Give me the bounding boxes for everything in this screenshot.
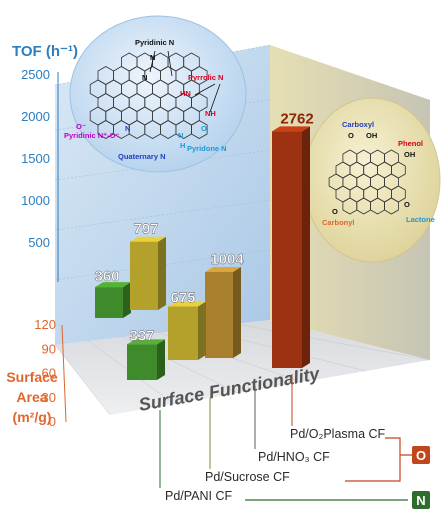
atom-pyrrolic-hn: HN	[180, 89, 191, 98]
atom-pyridinic-n-2: N	[150, 53, 155, 62]
tof-bar	[130, 236, 166, 310]
element-badge-letter: N	[416, 493, 425, 508]
tof-tick-label: 2500	[21, 67, 50, 82]
oxygen-functionality-bubble: Carboxyl Phenol Lactone Carbonyl O OH OH…	[303, 97, 441, 263]
label-lactone: Lactone	[406, 215, 435, 224]
label-carbonyl: Carbonyl	[322, 218, 355, 227]
tof-bar	[205, 266, 241, 358]
atom-quaternary-n: N	[125, 124, 130, 133]
surface-area-value-label: 675	[170, 290, 195, 307]
atom-oxide-o: O⁻	[76, 122, 86, 131]
graphene-flake-icon	[328, 149, 406, 215]
atom-lactone-o: O	[404, 200, 410, 209]
category-label: Pd/PANI CF	[165, 489, 233, 503]
bars: 360 797 1004 2762 337 675	[94, 110, 314, 380]
area-tick-label: 60	[42, 366, 56, 381]
atom-carbonyl-o: O	[332, 207, 338, 216]
surface-area-bar	[168, 301, 206, 360]
tof-tick-label: 500	[28, 235, 50, 250]
element-badge	[412, 491, 430, 509]
graphene-sheet-icon	[89, 52, 208, 139]
label-pyridone-n: Pyridone N	[187, 144, 227, 153]
atom-pyridone-n: N	[178, 131, 183, 140]
label-phenol: Phenol	[398, 139, 423, 148]
tof-bar	[95, 282, 131, 318]
tof-axis-title: TOF (h⁻¹)	[12, 43, 78, 60]
category-label: Pd/HNO₃ CF	[258, 450, 330, 464]
label-pyrrolic-n: Pyrrolic N	[188, 73, 223, 82]
category-legend: Pd/PANI CF Pd/Sucrose CF Pd/HNO₃ CF Pd/O₂Pl…	[159, 374, 430, 509]
tof-tick-label: 1500	[21, 151, 50, 166]
area-tick-label: 90	[42, 341, 56, 356]
atom-pyridone-o: O	[201, 124, 207, 133]
label-carboxyl: Carboxyl	[342, 120, 374, 129]
element-badge	[412, 446, 430, 464]
surface-area-bar	[127, 339, 165, 380]
tof-value-label: 2762	[280, 110, 313, 127]
axes: TOF (h⁻¹) 2500 2000 1500 1000 500 120 90 60 30 0 Su…	[6, 43, 78, 429]
atom-pyrrolic-nh: NH	[205, 109, 216, 118]
label-pyridinic-n-oxide: Pyridinic N⁺-O⁻	[64, 131, 119, 140]
tof-value-label: 1004	[210, 251, 244, 268]
area-tick-label: 30	[42, 390, 56, 405]
area-axis-title-line: Area	[16, 389, 47, 405]
area-tick-label: 0	[49, 414, 56, 429]
label-quaternary-n: Quaternary N	[118, 152, 166, 161]
atom-phenol-oh: OH	[404, 150, 415, 159]
area-axis-title-line: (m²/g)	[13, 409, 52, 425]
tof-bar	[272, 126, 310, 368]
nitrogen-functionality-bubble: Pyridinic N Pyrrolic N Pyridinic N⁺-O⁻ Q…	[64, 15, 247, 173]
element-badge-letter: O	[416, 448, 426, 463]
tof-value-label: 360	[94, 268, 119, 285]
surface-area-value-label: 337	[129, 327, 154, 344]
area-tick-label: 120	[34, 317, 56, 332]
atom-carboxyl-oh: OH	[366, 131, 377, 140]
tof-tick-label: 2000	[21, 109, 50, 124]
atom-carboxyl-o: O	[348, 131, 354, 140]
label-pyridinic-n: Pyridinic N	[135, 38, 174, 47]
category-label: Pd/O₂Plasma CF	[290, 427, 386, 441]
tof-value-label: 797	[133, 221, 158, 238]
atom-pyridinic-n: N	[142, 73, 147, 82]
category-label: Pd/Sucrose CF	[205, 470, 290, 484]
atom-pyridone-h: H	[180, 141, 185, 150]
tof-tick-label: 1000	[21, 193, 50, 208]
area-axis-title-line: Surface	[6, 369, 58, 385]
